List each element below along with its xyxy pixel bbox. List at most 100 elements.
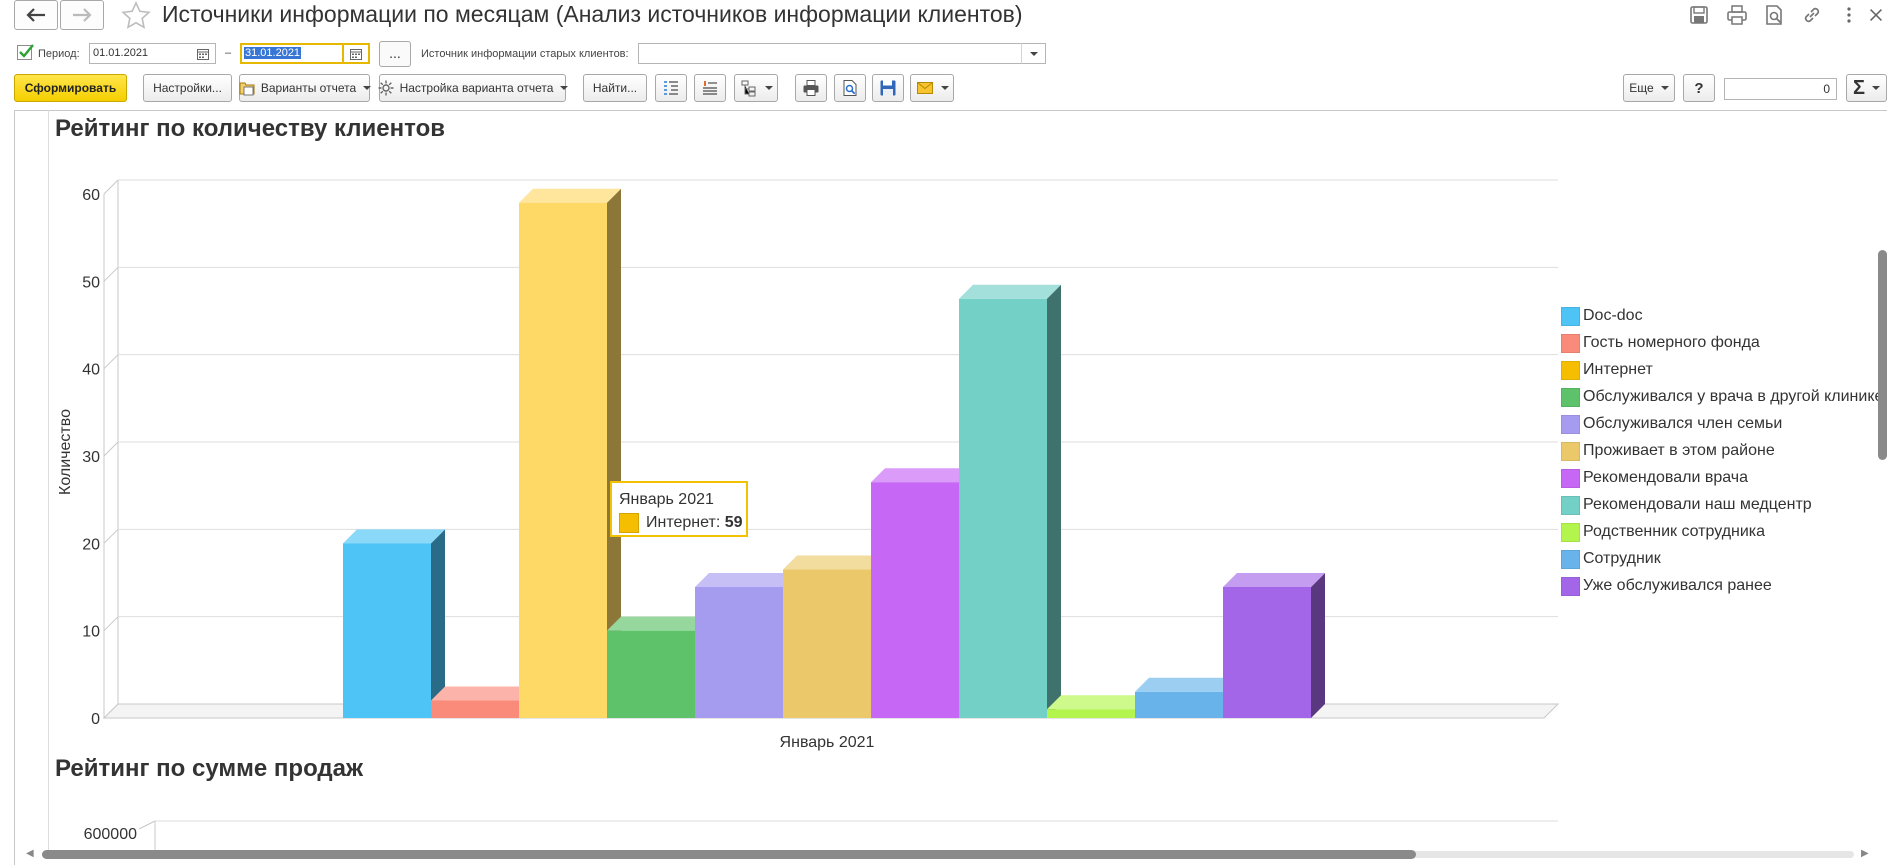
date-to-field[interactable]: 31.01.2021 xyxy=(240,43,344,64)
page-title: Источники информации по месяцам (Анализ … xyxy=(162,1,1023,27)
close-icon[interactable] xyxy=(1866,2,1886,28)
sum-mode-button[interactable]: Σ xyxy=(1846,74,1887,102)
date-from-field[interactable]: 01.01.2021 xyxy=(89,43,191,64)
find-button[interactable]: Найти... xyxy=(583,74,647,102)
save-icon[interactable] xyxy=(1686,2,1712,28)
legend-item[interactable]: Родственник сотрудника xyxy=(1561,521,1765,543)
legend-item[interactable]: Doc-doc xyxy=(1561,305,1643,327)
more-vertical-icon[interactable] xyxy=(1836,2,1862,28)
scroll-left-icon[interactable]: ◀ xyxy=(26,848,34,859)
legend-label: Гость номерного фонда xyxy=(1583,334,1760,351)
horizontal-scroll-thumb[interactable] xyxy=(42,850,1416,859)
collapse-groups-button[interactable] xyxy=(694,74,726,102)
expand-groups-button[interactable] xyxy=(655,74,687,102)
help-label: ? xyxy=(1694,79,1704,97)
bar xyxy=(695,573,797,718)
title-bar: Источники информации по месяцам (Анализ … xyxy=(0,0,1887,36)
group-levels-button[interactable] xyxy=(734,74,778,102)
bar xyxy=(1223,573,1325,718)
chevron-down-icon xyxy=(560,86,569,90)
collapse-rows-icon xyxy=(703,81,717,95)
legend-item[interactable]: Сотрудник xyxy=(1561,548,1661,570)
old-clients-source-dropdown[interactable] xyxy=(1021,43,1046,64)
legend-label: Интернет xyxy=(1583,361,1653,378)
forward-button[interactable] xyxy=(60,0,104,30)
y-tick-label: 10 xyxy=(82,624,100,641)
legend-item[interactable]: Гость номерного фонда xyxy=(1561,332,1760,354)
bar-front xyxy=(1135,691,1223,718)
generate-button[interactable]: Сформировать xyxy=(14,74,127,102)
calendar-icon xyxy=(350,48,362,60)
more-actions-button[interactable]: Еще xyxy=(1623,74,1675,102)
bar-top xyxy=(1223,573,1325,587)
report-variants-button[interactable]: Варианты отчета xyxy=(239,74,372,102)
settings-button[interactable]: Настройки... xyxy=(143,74,232,102)
print-button[interactable] xyxy=(795,74,827,102)
chevron-down-icon xyxy=(940,86,949,90)
report-variants-icon xyxy=(239,82,255,96)
bar-top xyxy=(1047,695,1149,710)
bar-front xyxy=(783,569,871,718)
bar-top xyxy=(343,529,445,544)
y-tick-label: 60 xyxy=(82,187,100,204)
gridline-depth xyxy=(103,179,119,195)
bar-top xyxy=(783,555,885,570)
sum-field[interactable]: 0 xyxy=(1724,78,1837,100)
date-to-calendar-button[interactable] xyxy=(344,43,370,64)
section-title-sales: Рейтинг по сумме продаж xyxy=(55,755,364,782)
old-clients-source-field[interactable] xyxy=(638,43,1022,64)
legend-item[interactable]: Рекомендовали врача xyxy=(1561,467,1748,489)
section-title-clients: Рейтинг по количеству клиентов xyxy=(55,115,445,142)
bar-front xyxy=(607,630,695,718)
scroll-right-icon[interactable]: ▶ xyxy=(1861,848,1869,859)
choose-period-button[interactable]: ... xyxy=(379,41,411,67)
bar xyxy=(783,555,885,718)
date-to-value: 31.01.2021 xyxy=(244,47,302,59)
gridline-depth xyxy=(103,441,119,457)
bar-side xyxy=(1311,573,1325,718)
horizontal-scrollbar[interactable]: ◀ ▶ xyxy=(20,848,1882,860)
more-actions-label: Еще xyxy=(1629,81,1654,95)
save-button[interactable] xyxy=(872,74,904,102)
report-top-border xyxy=(14,110,1887,111)
back-button[interactable] xyxy=(14,0,58,30)
legend-item[interactable]: Обслуживался у врача в другой клинике xyxy=(1561,386,1883,408)
gear-icon xyxy=(378,80,394,96)
bar xyxy=(1047,695,1149,718)
generate-label: Сформировать xyxy=(24,81,117,95)
preview-icon xyxy=(843,80,857,96)
legend-label: Doc-doc xyxy=(1583,307,1643,324)
legend-item[interactable]: Обслуживался член семьи xyxy=(1561,413,1782,435)
vertical-scroll-thumb[interactable] xyxy=(1878,250,1887,460)
variant-settings-button[interactable]: Настройка варианта отчета xyxy=(378,74,569,102)
bar xyxy=(959,284,1061,718)
y-tick-label: 20 xyxy=(82,536,100,553)
legend-label: Сотрудник xyxy=(1583,550,1661,567)
print-icon[interactable] xyxy=(1724,2,1750,28)
legend-item[interactable]: Интернет xyxy=(1561,359,1653,381)
legend-item[interactable]: Уже обслуживался ранее xyxy=(1561,575,1772,597)
link-icon[interactable] xyxy=(1799,2,1825,28)
legend-label: Обслуживался у врача в другой клинике xyxy=(1583,388,1884,405)
legend-label: Проживает в этом районе xyxy=(1583,442,1775,459)
x-axis-categories: Январь 2021 xyxy=(780,734,875,751)
preview-button[interactable] xyxy=(834,74,866,102)
arrow-right-icon xyxy=(73,8,92,22)
star-icon[interactable] xyxy=(120,0,152,32)
legend-label: Рекомендовали врача xyxy=(1583,469,1749,486)
bar xyxy=(871,468,973,718)
bar-front xyxy=(695,587,783,718)
legend-swatch xyxy=(1561,576,1580,596)
tooltip-swatch xyxy=(619,513,639,533)
legend-swatch xyxy=(1561,387,1580,407)
legend-swatch xyxy=(1561,441,1580,461)
send-mail-button[interactable] xyxy=(910,74,954,102)
help-button[interactable]: ? xyxy=(1683,74,1715,102)
chevron-down-icon xyxy=(764,86,773,90)
legend-item[interactable]: Проживает в этом районе xyxy=(1561,440,1775,462)
legend-item[interactable]: Рекомендовали наш медцентр xyxy=(1561,494,1812,516)
period-checkbox[interactable] xyxy=(17,44,34,60)
y-tick-label: 50 xyxy=(82,274,100,291)
preview-icon[interactable] xyxy=(1761,2,1787,28)
date-from-calendar-button[interactable] xyxy=(190,43,216,64)
